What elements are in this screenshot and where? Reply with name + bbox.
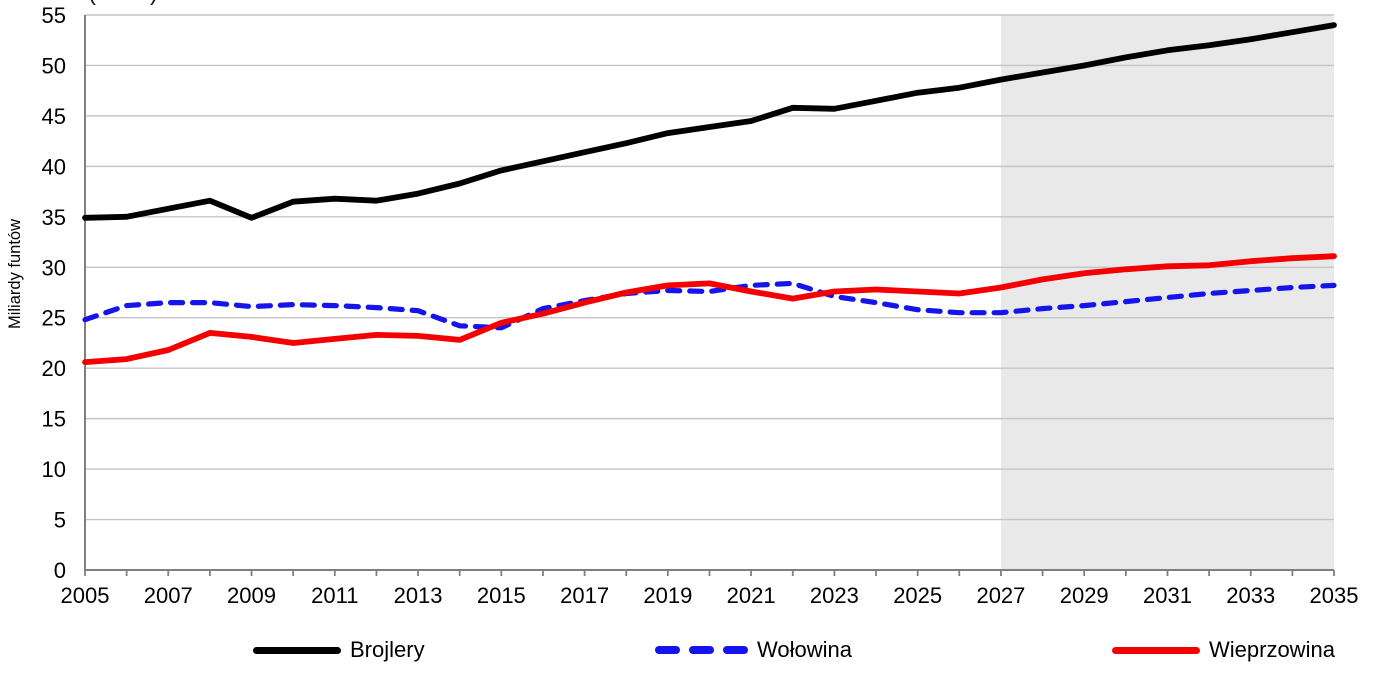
y-tick-label: 20: [42, 356, 66, 381]
x-tick-label: 2015: [477, 583, 526, 608]
y-tick-label: 50: [42, 53, 66, 78]
clipped-title-text: (……): [88, 0, 228, 6]
x-tick-label: 2027: [976, 583, 1025, 608]
data-series-lines: [82, 22, 1337, 366]
legend-label-wolowina: Wołowina: [757, 637, 852, 662]
x-tick-label: 2005: [61, 583, 110, 608]
x-tick-label: 2025: [893, 583, 942, 608]
axis-lines: [84, 15, 1334, 571]
y-axis-tick-labels: 0 5 10 15 20 25 30 35 40 45 50 55: [42, 3, 66, 583]
x-tick-label: 2011: [311, 583, 358, 608]
y-tick-label: 35: [42, 205, 66, 230]
x-tick-label: 2033: [1226, 583, 1275, 608]
x-tick-label: 2017: [560, 583, 609, 608]
y-tick-label: 55: [42, 3, 66, 28]
gridlines: [85, 14, 1334, 521]
wieprzowina-line-swatch-icon: [1112, 646, 1200, 654]
y-tick-label: 15: [42, 407, 66, 432]
x-tick-label: 2031: [1143, 583, 1192, 608]
y-tick-label: 45: [42, 104, 66, 129]
x-tick-label: 2007: [144, 583, 193, 608]
y-tick-label: 5: [54, 508, 66, 533]
y-tick-label: 10: [42, 457, 66, 482]
series-line-Wołowina: [82, 280, 1337, 331]
x-tick-label: 2021: [727, 583, 776, 608]
legend-item-brojlery: Brojlery: [253, 632, 425, 668]
legend-item-wolowina: Wołowina: [655, 632, 852, 668]
x-tick-label: 2029: [1060, 583, 1109, 608]
legend-item-wieprzowina: Wieprzowina: [1112, 632, 1335, 668]
legend-label-wieprzowina: Wieprzowina: [1209, 637, 1335, 662]
clipped-title-fragment: (……): [88, 0, 228, 6]
brojlery-line-swatch-icon: [253, 646, 341, 654]
y-axis-title: Miliardy funtów: [6, 219, 24, 329]
x-tick-label: 2009: [227, 583, 276, 608]
series-line-Brojlery: [82, 22, 1337, 221]
y-tick-label: 30: [42, 255, 66, 280]
projection-shaded-region: [1000, 15, 1334, 570]
legend: Brojlery Wołowina Wieprzowina: [0, 632, 1400, 672]
series-line-Wieprzowina: [82, 253, 1337, 366]
wolowina-dashed-swatch-icon: [655, 646, 748, 654]
x-axis-tick-labels: 2005 2007 2009 2011 2013 2015 2017 2019 2021 2023…: [61, 583, 1359, 608]
y-tick-label: 0: [54, 558, 66, 583]
y-tick-label: 25: [42, 306, 66, 331]
x-tick-label: 2023: [810, 583, 859, 608]
x-tick-label: 2035: [1310, 583, 1359, 608]
x-tick-label: 2019: [643, 583, 692, 608]
x-tick-label: 2013: [394, 583, 443, 608]
y-tick-label: 40: [42, 154, 66, 179]
legend-label-brojlery: Brojlery: [350, 637, 425, 662]
